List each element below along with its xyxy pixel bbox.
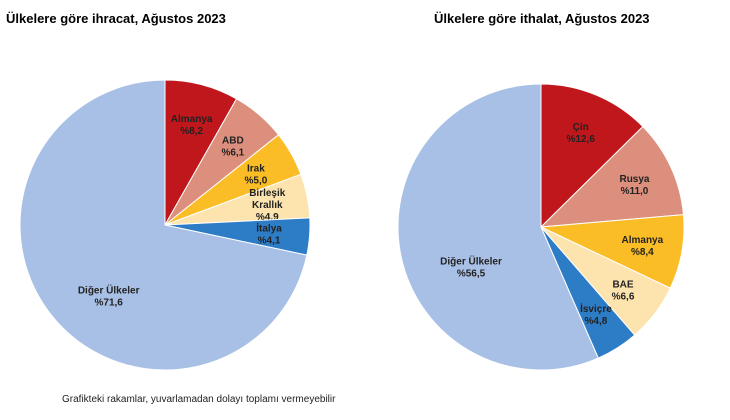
export-slice [19,79,308,371]
import-slice-label: Rusya %11,0 [619,174,649,197]
import-slice-label: BAE %6,6 [612,279,635,302]
footnote: Grafikteki rakamlar, yuvarlamadan dolayı… [62,394,336,405]
export-slice-label: Almanya %8,2 [171,114,213,137]
export-slice-label: Irak %5,0 [245,164,268,187]
import-slice-label: İsviçre %4,8 [580,302,612,327]
export-slice-label: Birleşik Krallık %4,9 [249,188,286,223]
import-slice-label: Diğer Ülkeler %56,5 [440,255,502,280]
import-slice-label: Almanya %8,4 [621,235,663,258]
import-slice [540,83,644,229]
export-slice-label: İtalya %4,1 [256,221,282,246]
import-chart-title: Ülkelere göre ithalat, Ağustos 2023 [434,11,650,26]
export-chart-title: Ülkelere göre ihracat, Ağustos 2023 [6,11,226,26]
import-slice [397,83,599,371]
export-slice-label: Diğer Ülkeler %71,6 [78,284,140,309]
import-slice [539,125,685,228]
import-slice-label: Çin %12,6 [567,122,596,145]
export-slice-label: ABD %6,1 [221,136,244,159]
